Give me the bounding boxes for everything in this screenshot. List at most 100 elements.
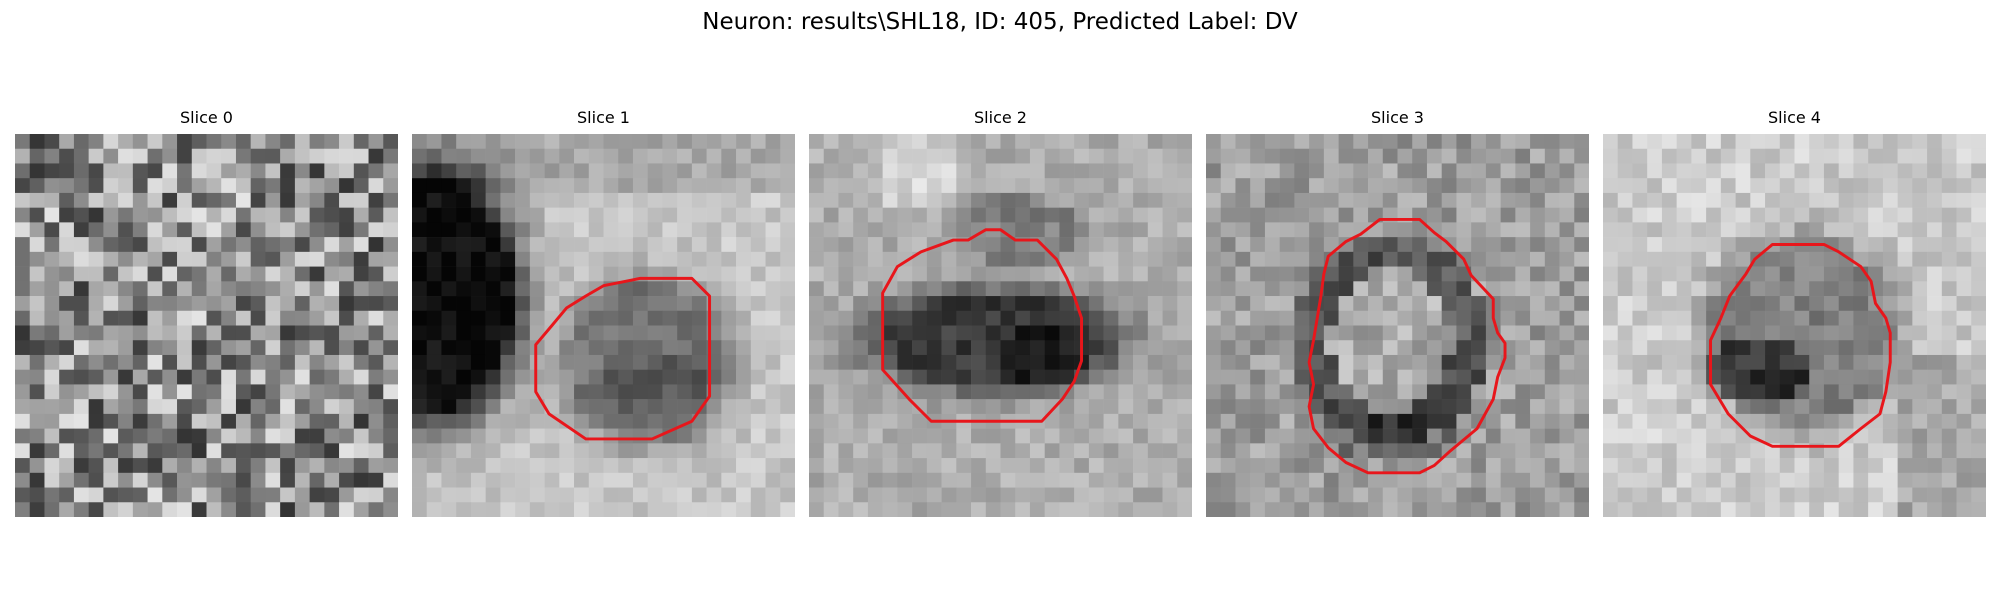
pixel — [59, 413, 75, 429]
pixel — [1838, 266, 1854, 282]
pixel — [1971, 325, 1986, 341]
pixel — [103, 134, 119, 150]
pixel — [647, 163, 663, 179]
pixel — [206, 296, 222, 312]
pixel — [1647, 354, 1663, 370]
pixel — [1559, 222, 1575, 238]
pixel — [324, 266, 340, 282]
pixel — [1206, 340, 1222, 356]
pixel — [691, 428, 707, 444]
pixel — [809, 443, 825, 459]
pixel — [1441, 207, 1457, 223]
pixel — [1368, 458, 1384, 474]
pixel — [1250, 310, 1266, 326]
pixel — [1720, 192, 1736, 208]
pixel — [1074, 472, 1090, 488]
pixel — [1338, 222, 1354, 238]
pixel — [1838, 399, 1854, 415]
pixel — [1868, 428, 1884, 444]
pixel — [721, 413, 737, 429]
pixel — [736, 310, 752, 326]
pixel — [485, 384, 501, 400]
pixel — [324, 458, 340, 474]
pixel — [1882, 472, 1898, 488]
pixel — [1426, 443, 1442, 459]
pixel — [353, 251, 369, 267]
pixel — [1000, 443, 1016, 459]
pixel — [1323, 354, 1339, 370]
pixel — [1162, 384, 1178, 400]
pixel — [1220, 384, 1236, 400]
pixel — [1838, 325, 1854, 341]
pixel — [941, 148, 957, 164]
pixel — [677, 354, 693, 370]
pixel — [1250, 266, 1266, 282]
pixel — [15, 281, 31, 297]
pixel — [73, 163, 89, 179]
pixel — [1074, 281, 1090, 297]
pixel — [339, 443, 355, 459]
pixel — [1353, 458, 1369, 474]
pixel — [691, 472, 707, 488]
pixel — [662, 399, 678, 415]
pixel — [1103, 354, 1119, 370]
pixel — [1617, 148, 1633, 164]
pixel — [588, 296, 604, 312]
pixel — [1177, 502, 1192, 517]
pixel — [1074, 502, 1090, 517]
pixel — [294, 266, 310, 282]
pixel — [1750, 266, 1766, 282]
pixel — [736, 163, 752, 179]
pixel — [662, 148, 678, 164]
pixel — [470, 369, 486, 385]
pixel — [1515, 354, 1531, 370]
pixel — [1706, 296, 1722, 312]
pixel — [1632, 222, 1648, 238]
roi-contour — [534, 276, 712, 441]
pixel — [1147, 222, 1163, 238]
pixel — [677, 502, 693, 517]
pixel — [721, 192, 737, 208]
pixel — [1338, 310, 1354, 326]
pixel — [1530, 134, 1546, 150]
pixel — [559, 237, 575, 253]
pixel — [191, 148, 207, 164]
pixel — [1353, 251, 1369, 267]
pixel — [1530, 340, 1546, 356]
pixel — [309, 148, 325, 164]
pixel — [147, 222, 163, 238]
pixel — [809, 502, 825, 517]
pixel — [1000, 266, 1016, 282]
pixel — [1338, 207, 1354, 223]
pixel — [353, 237, 369, 253]
pixel — [691, 281, 707, 297]
pixel — [1368, 251, 1384, 267]
pixel — [1691, 340, 1707, 356]
pixel — [118, 354, 134, 370]
pixel — [368, 134, 384, 150]
pixel — [1838, 192, 1854, 208]
pixel — [588, 237, 604, 253]
pixel — [1750, 325, 1766, 341]
pixel — [485, 134, 501, 150]
pixel — [280, 148, 296, 164]
pixel — [191, 281, 207, 297]
pixel — [823, 237, 839, 253]
pixel — [1412, 413, 1428, 429]
pixel — [956, 134, 972, 150]
pixel — [1088, 458, 1104, 474]
pixel — [485, 472, 501, 488]
pixel — [750, 148, 766, 164]
pixel — [1177, 384, 1192, 400]
pixel — [147, 369, 163, 385]
pixel — [515, 487, 531, 503]
pixel — [309, 266, 325, 282]
pixel — [1750, 163, 1766, 179]
pixel — [750, 178, 766, 194]
pixel — [529, 207, 545, 223]
pixel — [706, 148, 722, 164]
pixel — [823, 148, 839, 164]
pixel — [691, 178, 707, 194]
pixel — [780, 222, 795, 238]
pixel — [1426, 281, 1442, 297]
